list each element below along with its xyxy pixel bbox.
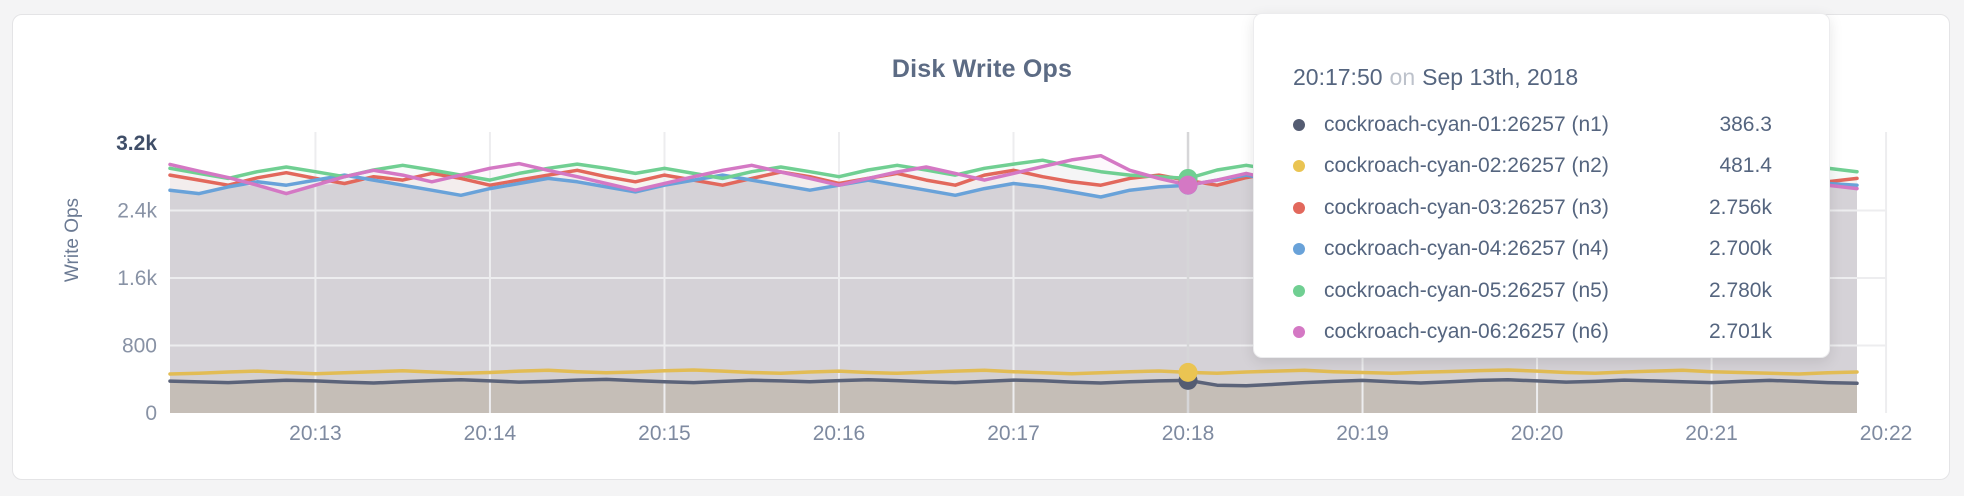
series-line-n1 xyxy=(168,377,1859,388)
chart-hover-tooltip: 20:17:50 on Sep 13th, 2018 cockroach-cyan-… xyxy=(1253,13,1830,358)
tooltip-series-name: cockroach-cyan-05:26257 (n5) xyxy=(1324,278,1609,302)
tooltip-header: 20:17:50 on Sep 13th, 2018 xyxy=(1293,64,1789,91)
series-color-dot-icon xyxy=(1293,118,1305,131)
tooltip-series-name: cockroach-cyan-04:26257 (n4) xyxy=(1324,237,1609,261)
tooltip-time: 20:17:50 xyxy=(1293,64,1383,90)
y-tick-label: 1.6k xyxy=(117,267,157,290)
series-color-dot-icon xyxy=(1293,201,1305,214)
tooltip-series-value: 481.4 xyxy=(1719,154,1772,178)
tooltip-series-value: 2.700k xyxy=(1708,237,1772,261)
y-tick-label: 0 xyxy=(145,402,157,425)
tooltip-series-name: cockroach-cyan-03:26257 (n3) xyxy=(1324,195,1609,219)
series-color-dot-icon xyxy=(1293,160,1305,173)
series-color-dot-icon xyxy=(1293,243,1305,256)
x-tick-label: 20:21 xyxy=(1685,422,1738,445)
tooltip-series-value: 386.3 xyxy=(1719,112,1772,136)
y-tick-label: 800 xyxy=(122,335,157,358)
tooltip-series-name: cockroach-cyan-01:26257 (n1) xyxy=(1324,112,1609,136)
x-tick-label: 20:14 xyxy=(464,422,517,445)
tooltip-series-name: cockroach-cyan-06:26257 (n6) xyxy=(1324,320,1609,344)
x-tick-label: 20:18 xyxy=(1162,422,1215,445)
tooltip-connector: on xyxy=(1389,64,1416,90)
tooltip-row-n4: cockroach-cyan-04:26257 (n4) 2.700k xyxy=(1254,229,1829,271)
tooltip-series-name: cockroach-cyan-02:26257 (n2) xyxy=(1324,154,1609,178)
tooltip-row-n5: cockroach-cyan-05:26257 (n5) 2.780k xyxy=(1254,270,1829,312)
y-tick-label: 2.4k xyxy=(117,200,157,223)
series-color-dot-icon xyxy=(1293,284,1305,297)
hover-dot-n6 xyxy=(1178,175,1198,195)
x-tick-label: 20:16 xyxy=(813,422,866,445)
x-tick-label: 20:15 xyxy=(638,422,691,445)
x-tick-label: 20:20 xyxy=(1511,422,1564,445)
series-color-dot-icon xyxy=(1293,326,1305,339)
tooltip-series-value: 2.756k xyxy=(1708,195,1772,219)
x-tick-label: 20:17 xyxy=(987,422,1040,445)
x-tick-label: 20:22 xyxy=(1860,422,1913,445)
x-tick-label: 20:13 xyxy=(289,422,342,445)
chart-title: Disk Write Ops xyxy=(891,55,1073,83)
tooltip-row-n1: cockroach-cyan-01:26257 (n1) 386.3 xyxy=(1254,104,1829,146)
series-line-n2 xyxy=(168,368,1859,376)
tooltip-series-value: 2.701k xyxy=(1708,320,1772,344)
tooltip-date: Sep 13th, 2018 xyxy=(1422,64,1579,90)
tooltip-row-n3: cockroach-cyan-03:26257 (n3) 2.756k xyxy=(1254,187,1829,229)
hover-dot-n2 xyxy=(1178,362,1198,382)
tooltip-row-n6: cockroach-cyan-06:26257 (n6) 2.701k xyxy=(1254,312,1829,354)
tooltip-rows: cockroach-cyan-01:26257 (n1) 386.3 cockroa… xyxy=(1254,104,1829,353)
tooltip-row-n2: cockroach-cyan-02:26257 (n2) 481.4 xyxy=(1254,146,1829,188)
x-tick-label: 20:19 xyxy=(1336,422,1389,445)
tooltip-series-value: 2.780k xyxy=(1708,278,1772,302)
y-axis-title: Write Ops xyxy=(62,198,83,282)
y-tick-label: 3.2k xyxy=(116,132,157,155)
